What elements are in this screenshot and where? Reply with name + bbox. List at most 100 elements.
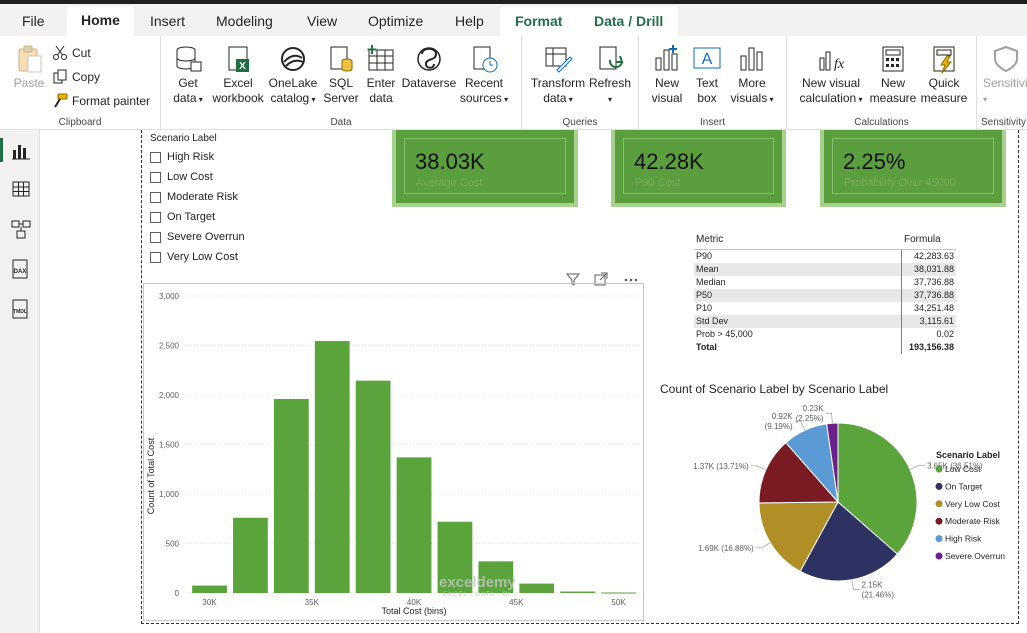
- slicer-item[interactable]: Severe Overrun: [150, 227, 350, 247]
- pie-slice[interactable]: [758, 501, 839, 573]
- more-visuals-button[interactable]: More visuals ▾: [727, 44, 777, 107]
- cost-histogram-visual[interactable]: 0 500 1,000 1,500 2,000 2,500 3,000 30K 35K 40K 45…: [141, 271, 644, 621]
- kpi-card-p90-cost[interactable]: 42.28K P90 Cost: [611, 130, 786, 207]
- legend-marker[interactable]: [935, 500, 943, 508]
- legend-label[interactable]: Moderate Risk: [945, 516, 1001, 526]
- transform-data-button[interactable]: Transform data ▾: [528, 44, 588, 107]
- slicer-checkbox[interactable]: [150, 151, 161, 163]
- paste-button[interactable]: Paste: [10, 44, 48, 91]
- sensitivity-button[interactable]: Sensitivity▾: [983, 44, 1027, 107]
- fx-icon: fx: [819, 51, 845, 72]
- y-tick-label: 0: [175, 589, 180, 598]
- legend-marker[interactable]: [935, 535, 943, 543]
- slicer-checkbox[interactable]: [150, 171, 161, 183]
- slicer-item[interactable]: On Target: [150, 207, 350, 227]
- slicer-checkbox[interactable]: [150, 251, 161, 263]
- scenario-label-slicer: Scenario Label High Risk Low Cost Moderate…: [150, 133, 350, 263]
- pie-data-label: 0.23K: [803, 404, 825, 413]
- menu-tab-view[interactable]: View: [307, 13, 338, 29]
- header-formula[interactable]: Formula: [904, 234, 941, 245]
- histogram-bar[interactable]: [273, 398, 309, 593]
- kpi-card-probability-over-45000[interactable]: 2.25% Probability Over 45000: [820, 130, 1006, 207]
- header-metric[interactable]: Metric: [696, 234, 724, 245]
- histogram-bar[interactable]: [478, 561, 514, 593]
- menu-tab-data-drill[interactable]: Data / Drill: [594, 13, 664, 29]
- menu-tab-modeling[interactable]: Modeling: [216, 13, 273, 29]
- slicer-item[interactable]: Very Low Cost: [150, 247, 350, 267]
- onelake-catalog-button[interactable]: OneLake catalog ▾: [267, 44, 319, 107]
- histogram-bar[interactable]: [355, 380, 391, 593]
- histogram-bar[interactable]: [601, 592, 636, 594]
- menu-tab-help[interactable]: Help: [455, 13, 484, 29]
- metric-table[interactable]: Metric Formula P90 42,283.63 Mean 38,031.88…: [694, 230, 956, 354]
- refresh-button[interactable]: Refresh ▾: [588, 44, 632, 107]
- recent-sources-button[interactable]: Recent sources ▾: [458, 44, 510, 107]
- new-visual-calculation-button[interactable]: fx New visual calculation ▾: [795, 44, 867, 107]
- legend-marker[interactable]: [935, 517, 943, 525]
- legend-label[interactable]: Severe Overrun: [945, 551, 1005, 561]
- quick-measure-button[interactable]: Quick measure: [917, 44, 971, 106]
- menu-tab-home[interactable]: Home: [67, 6, 134, 36]
- table-view-icon[interactable]: [10, 178, 32, 200]
- text-box-label-2: box: [697, 91, 717, 105]
- get-data-button[interactable]: Get data ▾: [167, 44, 209, 107]
- legend-label[interactable]: High Risk: [945, 534, 982, 544]
- histogram-bar[interactable]: [314, 341, 350, 593]
- histogram-bar[interactable]: [233, 517, 268, 593]
- histogram-bar[interactable]: [560, 591, 596, 593]
- sensitivity-label: Sensitivity: [983, 76, 1027, 90]
- pie-slice[interactable]: [799, 501, 899, 582]
- new-measure-button[interactable]: New measure: [869, 44, 917, 106]
- histogram-bar[interactable]: [437, 521, 473, 593]
- cut-button[interactable]: Cut: [52, 43, 91, 63]
- legend-label[interactable]: Very Low Cost: [945, 499, 1000, 509]
- legend-label[interactable]: Low Cost: [945, 464, 981, 474]
- filter-icon[interactable]: [565, 271, 581, 287]
- legend-label[interactable]: On Target: [945, 481, 983, 491]
- pie-slice[interactable]: [758, 441, 840, 504]
- more-options-icon[interactable]: [623, 271, 639, 287]
- tmdl-view-icon[interactable]: TMDL: [10, 298, 32, 320]
- x-axis-title: Total Cost (bins): [381, 606, 446, 616]
- focus-mode-icon[interactable]: [593, 271, 609, 287]
- format-painter-button[interactable]: Format painter: [52, 91, 150, 111]
- slicer-item[interactable]: Moderate Risk: [150, 187, 350, 207]
- clipboard-group-label: Clipboard: [58, 117, 102, 128]
- slicer-checkbox[interactable]: [150, 231, 161, 243]
- pie-slice[interactable]: [837, 422, 918, 555]
- new-visual-button[interactable]: New visual: [645, 44, 689, 106]
- legend-marker[interactable]: [935, 552, 943, 560]
- kpi-value: 2.25%: [843, 149, 906, 174]
- legend-marker[interactable]: [935, 465, 943, 473]
- menu-tab-file[interactable]: File: [22, 13, 45, 29]
- measure-icon: [882, 46, 904, 72]
- slicer-item[interactable]: High Risk: [150, 147, 350, 167]
- kpi-card-inner: 38.03K Average Cost: [404, 138, 566, 194]
- excel-workbook-button[interactable]: X Excel workbook: [211, 44, 265, 106]
- enter-data-button[interactable]: Enter data: [362, 44, 400, 106]
- histogram-bar[interactable]: [396, 457, 432, 593]
- histogram-bar[interactable]: [519, 583, 555, 593]
- transform-data-label-1: Transform: [530, 76, 586, 90]
- model-view-icon[interactable]: [10, 218, 32, 240]
- slicer-item[interactable]: Low Cost: [150, 167, 350, 187]
- copy-button[interactable]: Copy: [52, 67, 100, 87]
- kpi-card-average-cost[interactable]: 38.03K Average Cost: [392, 130, 578, 207]
- sql-server-button[interactable]: SQL Server: [321, 44, 361, 106]
- histogram-bar[interactable]: [192, 585, 227, 593]
- report-view-icon[interactable]: [10, 140, 32, 162]
- contextual-tabs-background: [500, 6, 678, 36]
- menu-tab-insert[interactable]: Insert: [150, 13, 186, 29]
- slicer-checkbox[interactable]: [150, 191, 161, 203]
- legend-marker[interactable]: [935, 482, 943, 490]
- metric-cell: Total: [696, 342, 717, 352]
- scenario-pie-visual[interactable]: Count of Scenario Label by Scenario Labe…: [656, 378, 1016, 608]
- menu-tab-optimize[interactable]: Optimize: [368, 13, 424, 29]
- dax-query-view-icon[interactable]: DAX: [10, 258, 32, 280]
- table-row: Median 37,736.88: [694, 276, 956, 289]
- text-box-button[interactable]: A Text box: [689, 44, 725, 106]
- menu-tab-format[interactable]: Format: [515, 13, 563, 29]
- dataverse-button[interactable]: Dataverse: [401, 44, 457, 91]
- pie-leader-line: [755, 542, 771, 549]
- slicer-checkbox[interactable]: [150, 211, 161, 223]
